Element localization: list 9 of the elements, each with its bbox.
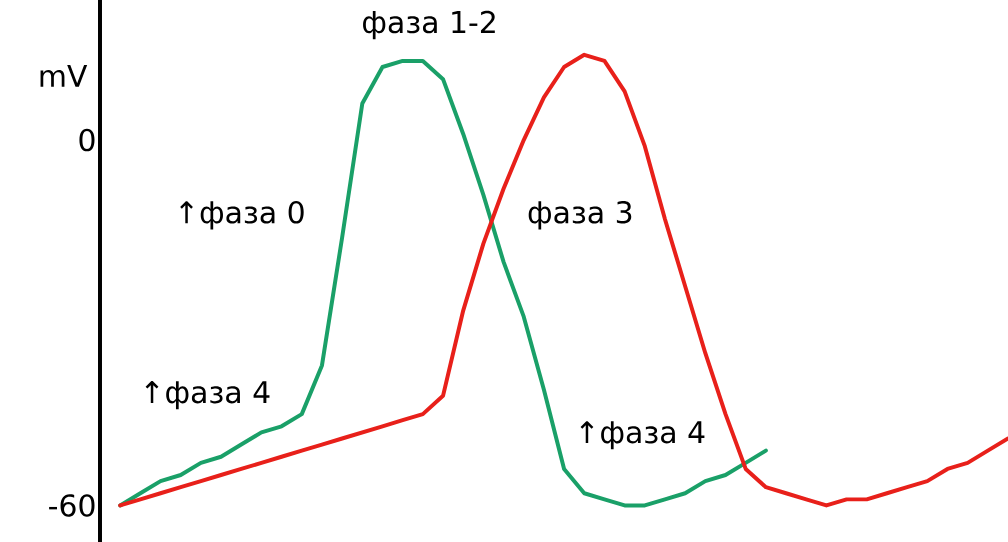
annotation: фаза 3 xyxy=(528,200,632,230)
line-series xyxy=(118,58,768,508)
annotation: ↑фаза 4 xyxy=(580,421,705,450)
y-tick-label: -60 xyxy=(49,494,95,517)
annotation: ↑фаза 4 xyxy=(145,381,270,410)
y-tick-label: 0 xyxy=(79,128,95,152)
y-axis-title: mV xyxy=(40,64,88,87)
annotation: ↑фаза 0 xyxy=(180,200,304,230)
annotation: фаза 1-2 xyxy=(363,10,495,40)
